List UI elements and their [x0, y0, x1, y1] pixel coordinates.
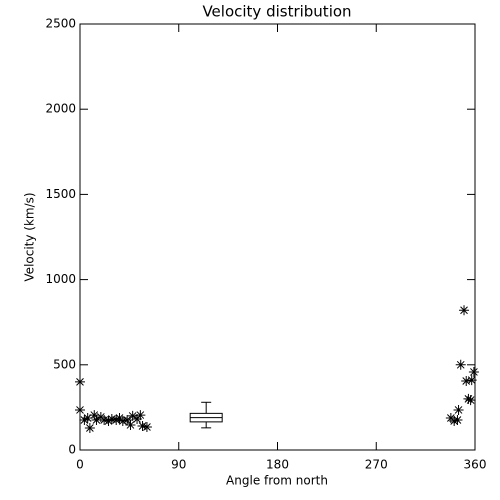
- x-tick-label: 360: [464, 458, 487, 472]
- data-point: [111, 415, 122, 426]
- data-point: [79, 415, 90, 426]
- data-point: [91, 415, 102, 426]
- x-tick-label: 90: [171, 458, 186, 472]
- y-tick-label: 2000: [45, 102, 76, 116]
- data-point: [75, 404, 85, 415]
- data-point: [125, 419, 136, 430]
- data-point: [132, 413, 143, 424]
- data-point: [84, 423, 95, 434]
- data-point: [103, 416, 114, 427]
- data-point: [75, 376, 85, 387]
- data-point: [141, 421, 152, 432]
- y-tick-label: 2500: [45, 17, 76, 31]
- chart-title: Velocity distribution: [202, 3, 351, 21]
- data-point: [465, 395, 476, 406]
- x-axis-label: Angle from north: [226, 474, 328, 488]
- data-point: [82, 412, 93, 423]
- data-point: [459, 305, 470, 316]
- x-tick-label: 270: [365, 458, 388, 472]
- x-tick-label: 0: [76, 458, 84, 472]
- y-tick-label: 500: [53, 357, 76, 371]
- data-point: [127, 410, 138, 421]
- data-point: [455, 359, 466, 370]
- y-tick-label: 1500: [45, 187, 76, 201]
- data-point: [452, 415, 463, 426]
- data-point: [135, 410, 146, 421]
- data-point: [449, 416, 460, 427]
- x-tick-label: 180: [266, 458, 289, 472]
- y-tick-label: 1000: [45, 272, 76, 286]
- data-point: [463, 393, 474, 404]
- y-axis-label: Velocity (km/s): [23, 192, 37, 281]
- data-point: [106, 413, 117, 424]
- data-point: [99, 415, 110, 426]
- data-point: [466, 375, 477, 386]
- data-point: [453, 404, 464, 415]
- y-tick-label: 0: [68, 443, 76, 457]
- data-point: [468, 366, 479, 377]
- data-point: [461, 375, 472, 386]
- data-point: [137, 420, 148, 431]
- data-point: [122, 415, 133, 426]
- data-point: [89, 410, 100, 421]
- data-point: [117, 416, 128, 427]
